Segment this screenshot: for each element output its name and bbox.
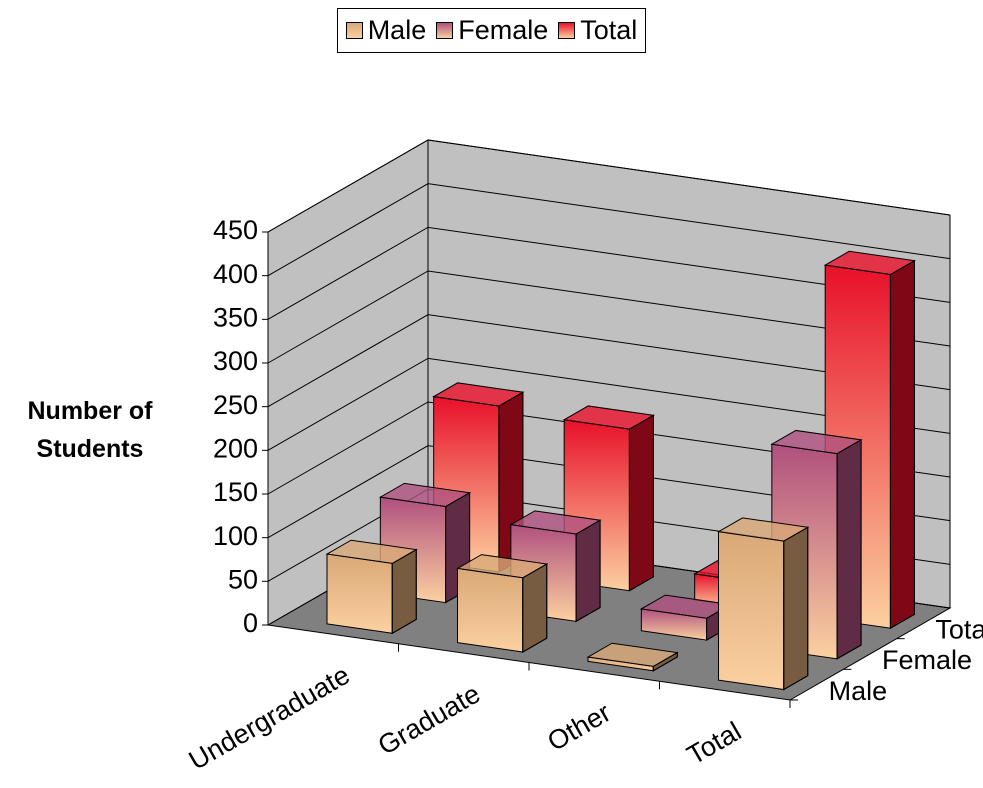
y-tick-label: 0 <box>243 608 258 638</box>
x-tick-label: Other <box>542 697 615 757</box>
grid-line <box>267 270 951 364</box>
legend-swatch <box>558 22 576 39</box>
x-tick-label: Undergraduate <box>184 660 355 776</box>
bar <box>325 539 418 635</box>
z-tick-label: Male <box>829 676 888 706</box>
z-tick-label: Female <box>882 645 972 675</box>
legend-label: Female <box>458 15 549 45</box>
grid-line <box>267 314 951 408</box>
bar-top <box>586 642 679 667</box>
bar-side-shade <box>575 519 601 623</box>
y-tick-label: 50 <box>228 564 258 594</box>
bar-side-shade <box>783 526 809 691</box>
y-tick-label: 250 <box>213 390 258 420</box>
legend-item: Male <box>345 15 427 46</box>
bar <box>717 517 810 691</box>
z-tick-label: Total <box>935 614 983 644</box>
bar-top <box>325 539 418 564</box>
y-tick-label: 300 <box>213 346 258 376</box>
bar-top <box>823 250 916 276</box>
bar-side-shade <box>522 563 548 653</box>
bar-side-shade <box>836 438 862 660</box>
y-tick-label: 400 <box>213 259 258 289</box>
y-tick-label: 150 <box>213 477 258 507</box>
bar-top <box>378 482 472 508</box>
bar-top <box>770 429 863 455</box>
legend-swatch <box>436 22 454 39</box>
legend-swatch <box>345 22 363 39</box>
legend-box: Male Female Total <box>336 8 647 53</box>
grid-line <box>267 139 951 233</box>
bar <box>456 554 549 653</box>
legend-label: Male <box>367 15 427 45</box>
y-axis-title: Number of Students <box>27 397 153 463</box>
bar-top <box>509 510 602 535</box>
bar-side-shade <box>391 548 417 635</box>
x-tick-label: Graduate <box>373 679 485 761</box>
grid-line <box>267 183 951 277</box>
bar-side-shade <box>889 259 915 630</box>
legend: Male Female Total <box>0 8 983 53</box>
bar-side-shade <box>628 414 654 592</box>
bar-top <box>562 405 655 430</box>
legend-label: Total <box>580 15 638 45</box>
y-tick-label: 100 <box>213 521 258 551</box>
bar-top <box>717 517 810 542</box>
y-tick-label: 350 <box>213 302 258 332</box>
bar-front <box>457 567 524 653</box>
x-tick-label: Total <box>682 716 746 771</box>
bar-front <box>326 553 393 634</box>
legend-item: Female <box>436 15 548 46</box>
grid-line <box>267 226 951 320</box>
bar-top <box>432 382 525 407</box>
grid-line <box>267 357 951 451</box>
y-tick-label: 200 <box>213 433 258 463</box>
bar <box>586 642 679 672</box>
y-tick-label: 450 <box>213 215 258 245</box>
bar-front <box>718 531 785 691</box>
legend-item: Total <box>558 15 637 46</box>
bar <box>562 405 655 592</box>
bar-top <box>456 554 549 579</box>
